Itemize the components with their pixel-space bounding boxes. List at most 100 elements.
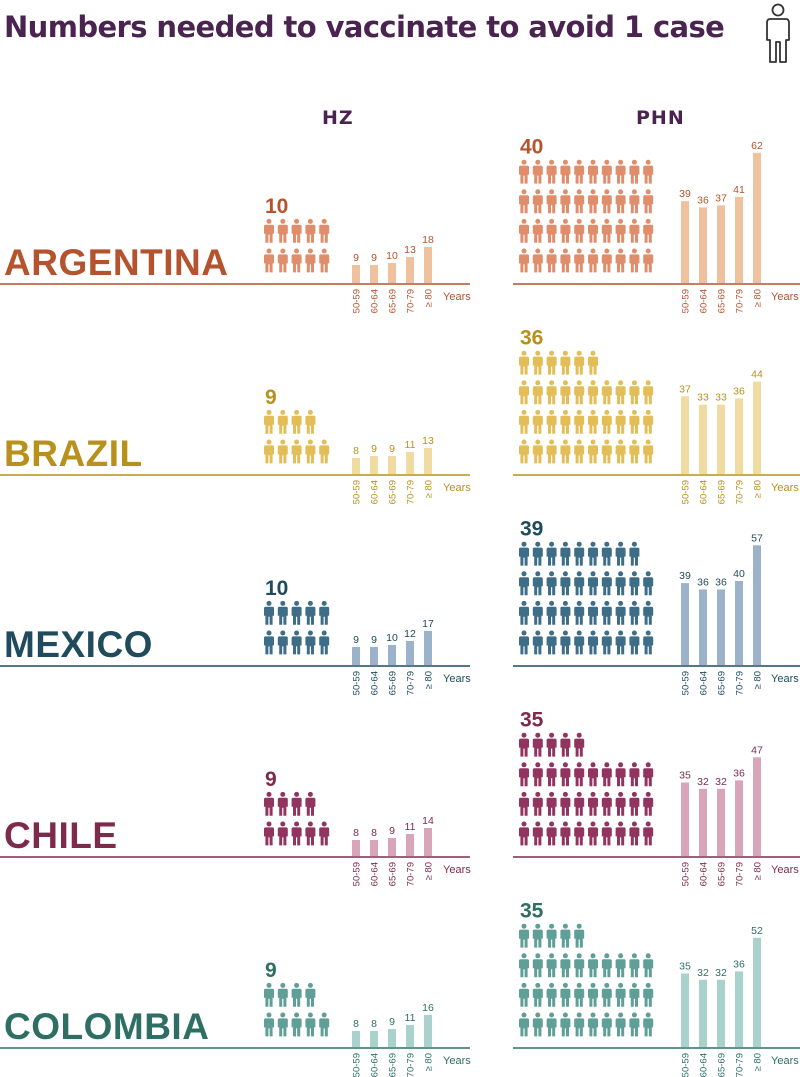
phn-bar-value: 32 <box>697 967 709 979</box>
hz-bar <box>370 265 378 283</box>
phn-bar-value: 36 <box>733 767 745 779</box>
hz-bar-value: 16 <box>422 1002 434 1014</box>
person-icon <box>629 1012 640 1037</box>
person-icon <box>291 439 302 464</box>
phn-age-label: 50-59 <box>681 480 692 504</box>
person-icon <box>546 248 557 273</box>
person-icon <box>574 218 585 243</box>
person-icon <box>588 439 598 464</box>
hz-bar <box>406 641 414 665</box>
country-label: ARGENTINA <box>4 242 228 283</box>
phn-age-label: 60-64 <box>699 862 710 886</box>
person-icon <box>588 791 598 816</box>
hz-age-label: 70-79 <box>406 671 417 695</box>
person-icon <box>560 630 571 655</box>
person-icon <box>574 600 585 625</box>
hz-bar <box>424 631 432 665</box>
phn-age-label: 60-64 <box>699 480 710 504</box>
person-icon <box>601 380 612 405</box>
person-icon <box>629 541 640 566</box>
person-icon <box>601 982 612 1007</box>
phn-bar-value: 37 <box>679 383 691 395</box>
person-icon <box>615 409 626 434</box>
phn-bar-value: 40 <box>733 568 745 580</box>
person-icon <box>532 159 543 184</box>
person-icon <box>532 218 543 243</box>
hz-bar <box>388 645 396 665</box>
phn-bar <box>735 398 743 474</box>
person-icon <box>519 409 529 434</box>
phn-panel: 35 35 50-59 32 60-64 32 65-69 36 70-79 47 ≥ 80 Year… <box>513 709 800 886</box>
person-icon <box>519 732 529 757</box>
phn-bar <box>735 196 743 283</box>
person-icon <box>305 439 316 464</box>
hz-overall-value: 9 <box>265 959 277 982</box>
person-icon <box>560 732 571 757</box>
person-icon <box>264 248 274 273</box>
person-icon <box>264 630 274 655</box>
hz-column-header: HZ <box>322 107 354 129</box>
hz-age-label: 70-79 <box>406 862 417 886</box>
person-icon <box>264 791 274 816</box>
person-icon <box>277 1012 288 1037</box>
hz-bar-value: 11 <box>405 439 416 451</box>
person-icon <box>574 439 585 464</box>
person-icon <box>319 218 330 243</box>
phn-age-label: 65-69 <box>717 671 728 695</box>
person-icon <box>601 189 612 214</box>
person-icon <box>601 630 612 655</box>
phn-bar <box>753 152 761 283</box>
person-icon <box>643 159 654 184</box>
hz-bar-value: 10 <box>386 250 398 262</box>
person-icon <box>532 821 543 846</box>
phn-age-label: 60-64 <box>699 671 710 695</box>
person-icon <box>629 791 640 816</box>
phn-bar-value: 39 <box>679 188 691 200</box>
hz-bar <box>406 257 414 283</box>
person-icon <box>629 380 640 405</box>
person-icon <box>546 571 557 596</box>
hz-age-label: 50-59 <box>352 480 363 504</box>
person-icon <box>532 409 543 434</box>
phn-overall-value: 39 <box>520 518 543 541</box>
person-icon <box>319 1012 330 1037</box>
person-icon <box>601 409 612 434</box>
person-icon <box>277 791 288 816</box>
person-icon <box>546 159 557 184</box>
hz-age-label: 60-64 <box>370 480 381 504</box>
person-icon <box>305 218 316 243</box>
person-icon <box>643 218 654 243</box>
phn-bar-value: 32 <box>697 776 709 788</box>
person-icon <box>546 600 557 625</box>
person-icon <box>574 159 585 184</box>
phn-bar <box>681 973 689 1047</box>
hz-bar <box>424 828 432 856</box>
person-icon <box>291 218 302 243</box>
person-icon <box>643 821 654 846</box>
phn-age-label: 60-64 <box>699 289 710 313</box>
person-icon <box>643 762 654 787</box>
person-icon <box>615 821 626 846</box>
person-icon <box>519 923 529 948</box>
person-icon <box>601 1012 612 1037</box>
hz-age-label: 65-69 <box>388 480 399 504</box>
phn-bar-value: 36 <box>697 576 709 588</box>
person-icon <box>601 600 612 625</box>
hz-age-label: ≥ 80 <box>424 671 435 689</box>
hz-bar-value: 8 <box>371 827 377 839</box>
hz-years-label: Years <box>443 1055 471 1067</box>
person-icon <box>643 982 654 1007</box>
person-icon <box>588 982 598 1007</box>
hz-age-label: ≥ 80 <box>424 862 435 880</box>
phn-age-label: 50-59 <box>681 289 692 313</box>
person-icon <box>560 821 571 846</box>
person-icon <box>291 409 302 434</box>
person-icon <box>629 953 640 978</box>
hz-bar-value: 12 <box>404 628 416 640</box>
person-icon <box>546 982 557 1007</box>
person-icon <box>643 248 654 273</box>
person-icon <box>560 953 571 978</box>
person-icon <box>574 762 585 787</box>
person-icon <box>574 953 585 978</box>
